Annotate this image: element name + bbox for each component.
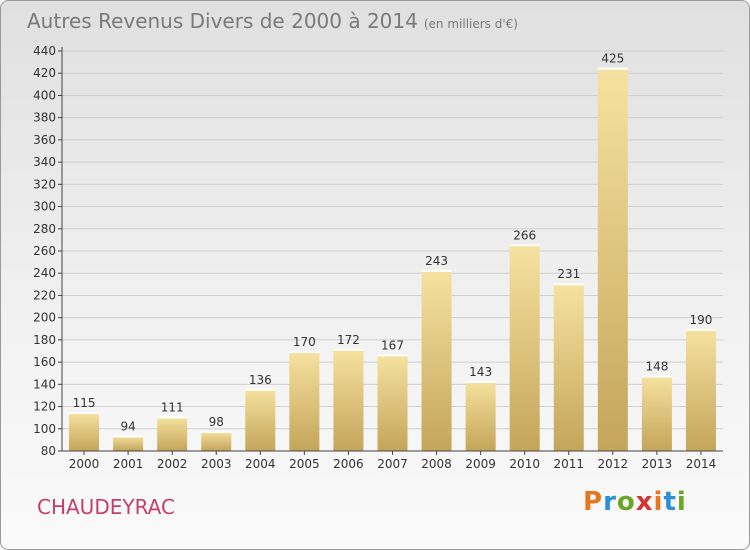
bar bbox=[421, 269, 452, 451]
x-tick-label: 2014 bbox=[686, 457, 717, 471]
bar bbox=[333, 348, 364, 451]
y-tick-label: 360 bbox=[33, 133, 56, 147]
logo-letter: P bbox=[583, 487, 604, 517]
x-tick-label: 2000 bbox=[69, 457, 100, 471]
y-tick-label: 240 bbox=[33, 266, 56, 280]
proxiti-logo: Proxiti bbox=[583, 487, 687, 517]
data-label: 167 bbox=[381, 338, 404, 352]
bar bbox=[641, 375, 672, 451]
y-tick-label: 440 bbox=[33, 44, 56, 58]
data-label: 425 bbox=[601, 52, 624, 66]
x-tick-label: 2010 bbox=[509, 457, 540, 471]
chart-title: Autres Revenus Divers de 2000 à 2014 (en … bbox=[27, 9, 518, 33]
chart-unit: (en milliers d'€) bbox=[423, 17, 518, 31]
y-tick-label: 340 bbox=[33, 155, 56, 169]
y-tick-label: 200 bbox=[33, 311, 56, 325]
data-label: 243 bbox=[425, 254, 448, 268]
data-label: 98 bbox=[209, 415, 224, 429]
logo-letter: i bbox=[676, 487, 687, 517]
bar bbox=[289, 351, 320, 451]
data-label: 172 bbox=[337, 333, 360, 347]
data-label: 94 bbox=[120, 419, 135, 433]
bar bbox=[685, 328, 716, 451]
data-label: 136 bbox=[249, 373, 272, 387]
data-label: 170 bbox=[293, 335, 316, 349]
y-tick-label: 300 bbox=[33, 200, 56, 214]
bar bbox=[113, 435, 144, 451]
commune-name: CHAUDEYRAC bbox=[37, 495, 175, 519]
y-tick-label: 420 bbox=[33, 66, 56, 80]
y-tick-label: 100 bbox=[33, 422, 56, 436]
x-tick-label: 2009 bbox=[465, 457, 496, 471]
data-label: 190 bbox=[690, 313, 713, 327]
logo-letter: i bbox=[653, 487, 664, 517]
logo-letter: o bbox=[616, 487, 636, 517]
bar bbox=[509, 244, 540, 451]
y-tick-label: 400 bbox=[33, 88, 56, 102]
y-tick-label: 140 bbox=[33, 377, 56, 391]
bar bbox=[465, 381, 496, 451]
y-tick-label: 380 bbox=[33, 111, 56, 125]
data-label: 148 bbox=[645, 359, 668, 373]
data-label: 266 bbox=[513, 228, 536, 242]
x-tick-label: 2008 bbox=[421, 457, 452, 471]
x-tick-label: 2005 bbox=[289, 457, 320, 471]
data-label: 231 bbox=[557, 267, 580, 281]
data-label: 143 bbox=[469, 365, 492, 379]
bar bbox=[201, 431, 232, 451]
y-tick-label: 80 bbox=[41, 444, 56, 458]
y-tick-label: 160 bbox=[33, 355, 56, 369]
bar bbox=[245, 388, 276, 451]
bar bbox=[157, 416, 188, 451]
bar bbox=[377, 354, 408, 451]
y-tick-label: 120 bbox=[33, 400, 56, 414]
bar bbox=[553, 283, 584, 451]
y-tick-label: 220 bbox=[33, 288, 56, 302]
x-tick-label: 2006 bbox=[333, 457, 364, 471]
x-tick-label: 2001 bbox=[113, 457, 144, 471]
data-label: 115 bbox=[73, 396, 96, 410]
y-tick-label: 180 bbox=[33, 333, 56, 347]
y-tick-label: 320 bbox=[33, 177, 56, 191]
x-tick-label: 2002 bbox=[157, 457, 188, 471]
x-tick-label: 2003 bbox=[201, 457, 232, 471]
bar bbox=[597, 67, 628, 452]
data-label: 111 bbox=[161, 401, 184, 415]
y-tick-label: 280 bbox=[33, 222, 56, 236]
x-tick-label: 2012 bbox=[598, 457, 629, 471]
y-tick-label: 260 bbox=[33, 244, 56, 258]
logo-letter: x bbox=[635, 487, 654, 517]
logo-letter: t bbox=[663, 487, 677, 517]
x-tick-label: 2013 bbox=[642, 457, 673, 471]
logo-letter: r bbox=[603, 487, 617, 517]
x-tick-label: 2011 bbox=[553, 457, 584, 471]
chart-title-text: Autres Revenus Divers de 2000 à 2014 bbox=[27, 9, 418, 33]
bar bbox=[69, 412, 100, 451]
x-tick-label: 2007 bbox=[377, 457, 408, 471]
x-tick-label: 2004 bbox=[245, 457, 276, 471]
